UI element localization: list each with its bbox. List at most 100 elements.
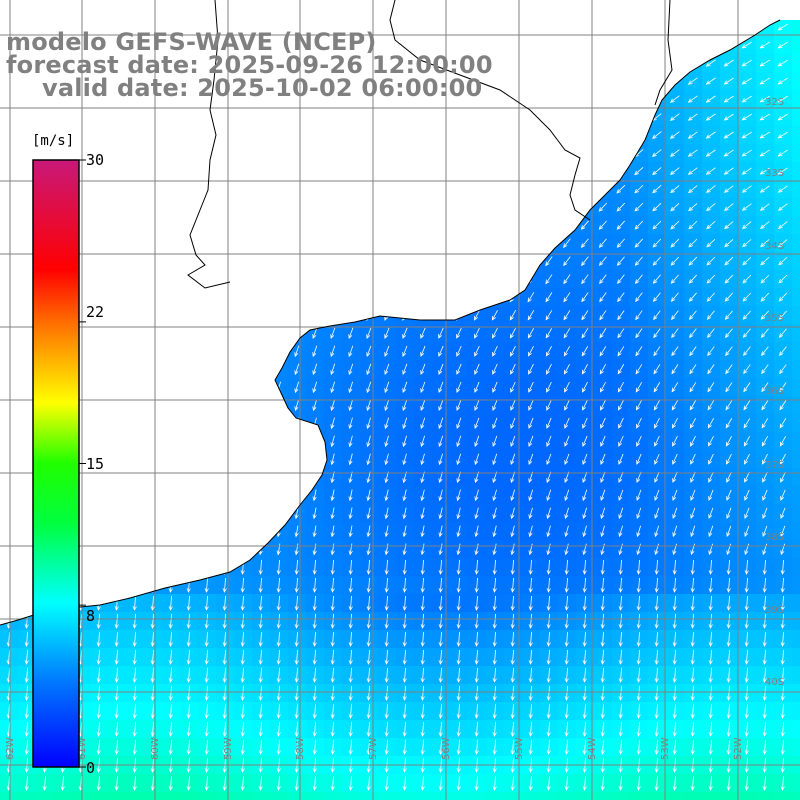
field-cell	[414, 20, 433, 37]
field-cell	[234, 126, 253, 145]
wind-arrow	[598, 113, 608, 122]
wind-arrow	[508, 40, 517, 50]
field-cell	[360, 0, 379, 19]
field-cell	[792, 702, 800, 721]
border-line	[389, 0, 591, 221]
field-cell	[54, 0, 73, 19]
field-cell	[216, 378, 235, 397]
field-cell	[360, 216, 379, 235]
wind-arrow	[455, 148, 463, 159]
field-cell	[180, 270, 199, 289]
field-cell	[90, 234, 109, 253]
field-cell	[216, 270, 235, 289]
wind-arrow	[96, 507, 101, 520]
field-cell	[108, 306, 127, 325]
field-cell	[378, 792, 397, 800]
field-cell	[126, 126, 145, 145]
field-cell	[558, 126, 577, 145]
wind-arrow	[258, 363, 264, 376]
field-cell	[0, 90, 19, 109]
wind-arrow	[167, 165, 174, 177]
wind-arrow	[240, 381, 246, 394]
field-cell	[144, 396, 163, 415]
field-cell	[216, 144, 235, 163]
wind-arrow	[401, 22, 409, 33]
wind-arrow	[651, 41, 662, 49]
wind-arrow	[366, 219, 372, 231]
wind-arrow	[186, 363, 192, 376]
field-cell	[0, 180, 19, 199]
wind-arrow	[132, 577, 137, 593]
wind-arrow	[167, 112, 175, 123]
field-cell	[630, 90, 649, 109]
wind-arrow	[580, 184, 590, 194]
field-cell	[630, 108, 649, 127]
wind-arrow	[167, 130, 175, 141]
field-cell	[486, 162, 505, 181]
wind-arrow	[222, 219, 228, 231]
wind-arrow	[204, 255, 210, 267]
wind-arrow	[671, 6, 680, 13]
field-cell	[792, 198, 800, 217]
field-cell	[162, 216, 181, 235]
wind-arrow	[258, 327, 264, 340]
wind-arrow	[6, 219, 12, 231]
field-cell	[594, 20, 613, 37]
field-cell	[252, 288, 271, 307]
field-cell	[270, 360, 289, 379]
wind-arrow	[562, 166, 572, 176]
wind-arrow	[599, 5, 607, 12]
field-cell	[792, 324, 800, 343]
field-cell	[198, 522, 217, 541]
wind-arrow	[276, 453, 281, 466]
field-cell	[450, 108, 469, 127]
wind-arrow	[312, 291, 318, 303]
field-cell	[234, 414, 253, 433]
field-cell	[162, 126, 181, 145]
wind-arrow	[203, 147, 211, 159]
colorbar-label-30: 30	[86, 151, 105, 169]
field-cell	[774, 0, 793, 19]
field-cell	[216, 486, 235, 505]
wind-arrow	[59, 112, 67, 123]
wind-arrow	[419, 166, 427, 177]
wind-arrow	[114, 399, 119, 412]
wind-arrow	[438, 291, 444, 303]
wind-arrow	[23, 147, 31, 159]
wind-arrow	[687, 41, 698, 49]
wind-arrow	[544, 184, 553, 194]
wind-arrow	[96, 381, 102, 394]
wind-arrow	[526, 184, 535, 194]
field-cell	[252, 144, 271, 163]
wind-arrow	[527, 256, 535, 267]
field-cell	[234, 342, 253, 361]
field-cell	[108, 468, 127, 487]
longitude-label: 53W	[660, 737, 671, 760]
wind-arrow	[24, 237, 30, 249]
wind-arrow	[132, 559, 137, 575]
wind-arrow	[384, 219, 390, 231]
wind-arrow	[562, 202, 571, 212]
field-cell	[540, 216, 559, 235]
field-cell	[504, 72, 523, 91]
field-cell	[252, 198, 271, 217]
wind-arrow	[240, 237, 246, 249]
field-cell	[162, 198, 181, 217]
wind-arrow	[185, 147, 193, 159]
wind-arrow	[330, 201, 336, 213]
wind-arrow	[257, 147, 265, 159]
wind-arrow	[473, 274, 481, 285]
wind-arrow	[312, 453, 317, 466]
field-cell	[252, 450, 271, 469]
field-cell	[792, 270, 800, 289]
field-cell	[522, 234, 541, 253]
field-cell	[450, 198, 469, 217]
field-cell	[306, 180, 325, 199]
wind-arrow	[168, 237, 174, 249]
field-cell	[360, 108, 379, 127]
wind-arrow	[491, 184, 499, 195]
field-cell	[306, 216, 325, 235]
wind-arrow	[240, 273, 246, 285]
wind-arrow	[222, 489, 227, 502]
wind-arrow	[419, 148, 427, 159]
